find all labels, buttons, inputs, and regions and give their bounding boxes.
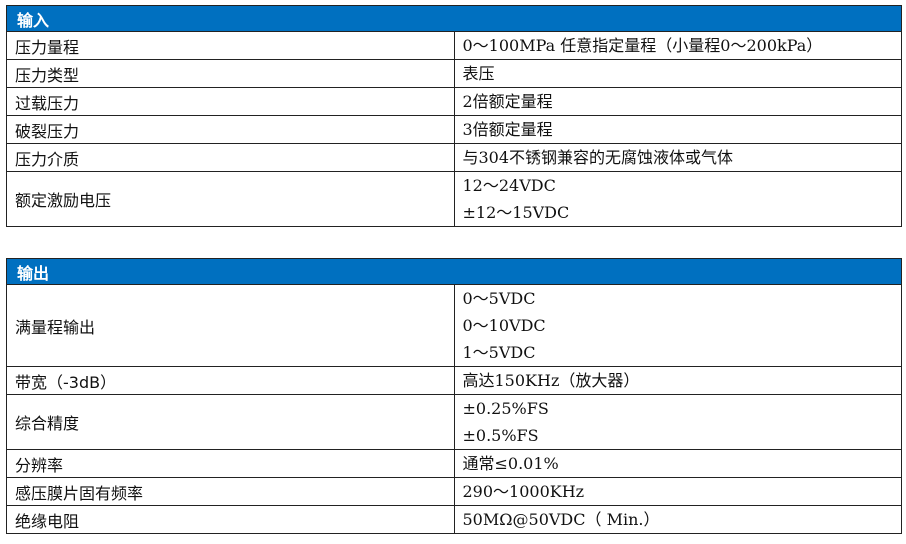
spec-label: 破裂压力 <box>6 115 455 144</box>
spec-row: 破裂压力 3倍额定量程 <box>6 115 902 144</box>
input-spec-table: 输入 压力量程 0～100MPa 任意指定量程（小量程0～200kPa） 压力类型表… <box>6 5 902 227</box>
spec-row: 绝缘电阻 50MΩ@50VDC（ Min.） <box>6 505 902 534</box>
spec-row: 过载压力 2倍额定量程 <box>6 87 902 116</box>
spec-label: 过载压力 <box>6 87 455 116</box>
spec-label: 压力介质 <box>6 143 455 172</box>
spec-value-line: ±12～15VDC <box>462 203 570 222</box>
spec-value-line: 1～5VDC <box>462 343 536 362</box>
spec-row: 满量程输出 0～5VDC 0～10VDC 1～5VDC <box>6 284 902 367</box>
spec-label: 绝缘电阻 <box>6 505 455 534</box>
spec-row: 感压膜片固有频率 290～1000KHz <box>6 477 902 506</box>
spec-value: 12～24VDC ±12～15VDC <box>453 171 902 227</box>
spec-value-line: 290～1000KHz <box>462 482 585 501</box>
spec-value-line: 0～100MPa 任意指定量程（小量程0～200kPa） <box>462 36 823 55</box>
spec-row: 压力量程 0～100MPa 任意指定量程（小量程0～200kPa） <box>6 31 902 60</box>
spec-label: 感压膜片固有频率 <box>6 477 455 506</box>
spec-row: 压力介质 与304不锈钢兼容的无腐蚀液体或气体 <box>6 143 902 172</box>
spec-value: 高达150KHz（放大器） <box>453 366 902 395</box>
spec-value: 0～5VDC 0～10VDC 1～5VDC <box>453 284 902 367</box>
spec-value-line: 通常≤0.01% <box>462 454 559 473</box>
spec-row: 额定激励电压 12～24VDC ±12～15VDC <box>6 171 902 227</box>
spec-value: 2倍额定量程 <box>453 87 902 116</box>
spec-label: 分辨率 <box>6 449 455 478</box>
spec-value-line: 0～10VDC <box>462 316 546 335</box>
spec-row: 综合精度 ±0.25%FS ±0.5%FS <box>6 394 902 450</box>
spec-label: 满量程输出 <box>6 284 455 367</box>
spec-value: 3倍额定量程 <box>453 115 902 144</box>
spec-value: 290～1000KHz <box>453 477 902 506</box>
spec-value: 50MΩ@50VDC（ Min.） <box>453 505 902 534</box>
spec-row: 压力类型 表压 <box>6 59 902 88</box>
spec-value: 表压 <box>453 59 902 88</box>
spec-value-line: 表压 <box>462 64 495 83</box>
spec-label: 额定激励电压 <box>6 171 455 227</box>
spec-row: 带宽（-3dB） 高达150KHz（放大器） <box>6 366 902 395</box>
output-section-header: 输出 <box>6 258 902 285</box>
spec-value: 0～100MPa 任意指定量程（小量程0～200kPa） <box>453 31 902 60</box>
spec-value-line: 高达150KHz（放大器） <box>462 371 640 390</box>
output-spec-table: 输出 满量程输出 0～5VDC 0～10VDC 1～5VDC 带宽（-3dB） 高达150… <box>6 258 902 534</box>
spec-value-line: 3倍额定量程 <box>462 120 553 139</box>
spec-label: 综合精度 <box>6 394 455 450</box>
spec-label: 带宽（-3dB） <box>6 366 455 395</box>
spec-value-line: 12～24VDC <box>462 176 556 195</box>
spec-value: 通常≤0.01% <box>453 449 902 478</box>
spec-value-line: 0～5VDC <box>462 289 536 308</box>
spec-value: 与304不锈钢兼容的无腐蚀液体或气体 <box>453 143 902 172</box>
spec-label: 压力类型 <box>6 59 455 88</box>
spec-value: ±0.25%FS ±0.5%FS <box>453 394 902 450</box>
spec-value-line: ±0.25%FS <box>462 399 549 418</box>
input-section-header: 输入 <box>6 5 902 32</box>
spec-row: 分辨率 通常≤0.01% <box>6 449 902 478</box>
spec-value-line: ±0.5%FS <box>462 426 539 445</box>
spec-value-line: 50MΩ@50VDC（ Min.） <box>462 510 660 529</box>
spec-value-line: 2倍额定量程 <box>462 92 553 111</box>
spec-label: 压力量程 <box>6 31 455 60</box>
spec-value-line: 与304不锈钢兼容的无腐蚀液体或气体 <box>462 148 734 167</box>
